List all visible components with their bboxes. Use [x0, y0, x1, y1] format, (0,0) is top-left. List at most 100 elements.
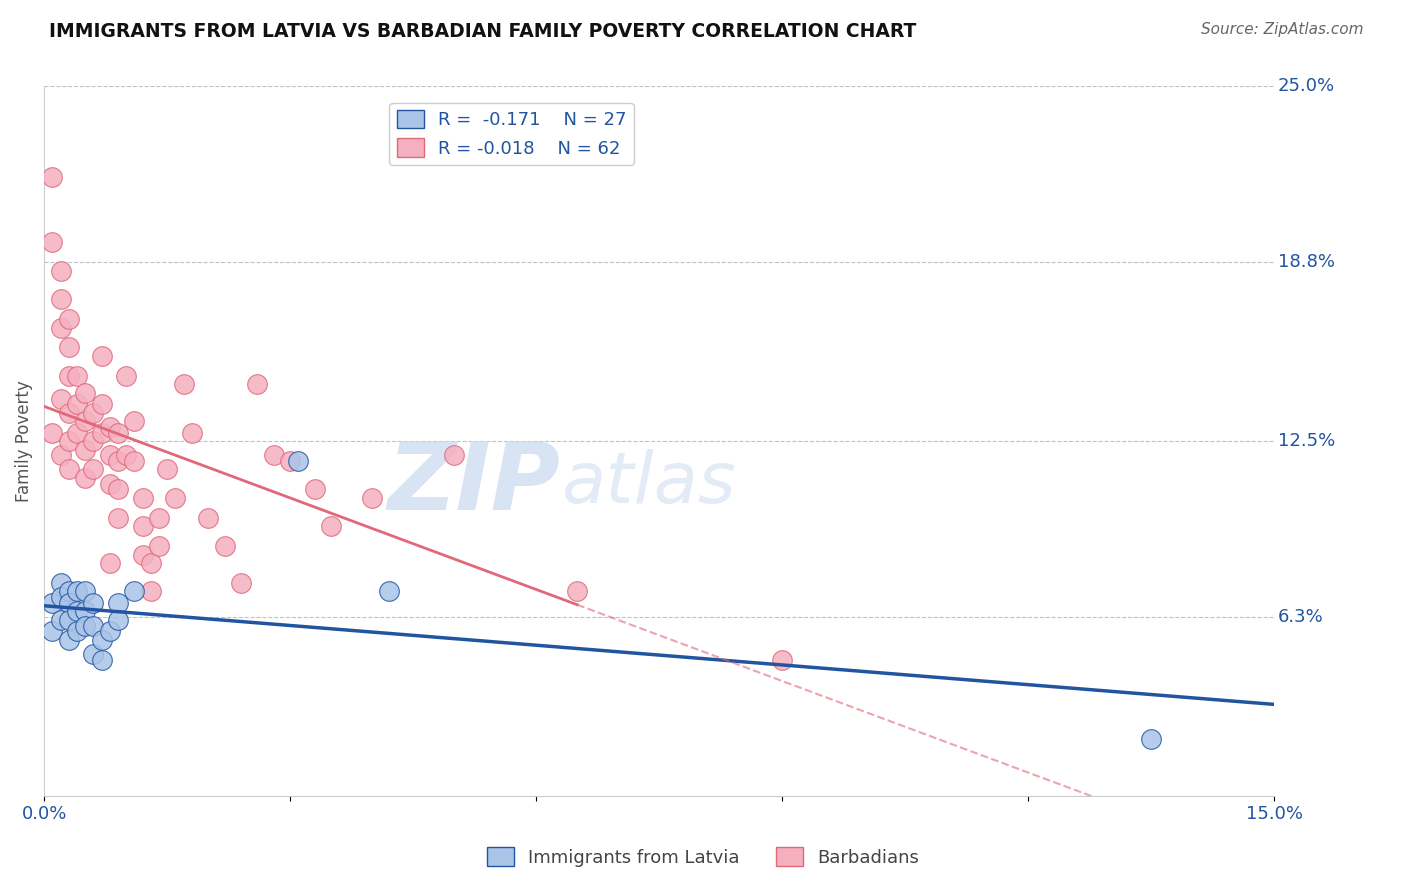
Point	[131, 548, 153, 562]
Point	[90, 349, 112, 363]
Point	[58, 312, 80, 326]
Point	[41, 235, 63, 250]
Point	[156, 462, 179, 476]
Point	[75, 442, 97, 457]
Text: 25.0%: 25.0%	[1278, 78, 1336, 95]
Text: 6.3%: 6.3%	[1278, 608, 1323, 626]
Point	[49, 590, 72, 604]
Point	[82, 596, 104, 610]
Point	[107, 613, 129, 627]
Point	[75, 618, 97, 632]
Point	[98, 448, 121, 462]
Point	[115, 368, 138, 383]
Point	[41, 170, 63, 185]
Point	[82, 406, 104, 420]
Point	[90, 652, 112, 666]
Point	[66, 624, 89, 639]
Text: Source: ZipAtlas.com: Source: ZipAtlas.com	[1201, 22, 1364, 37]
Point	[49, 576, 72, 591]
Point	[82, 462, 104, 476]
Point	[75, 584, 97, 599]
Point	[107, 596, 129, 610]
Point	[58, 584, 80, 599]
Point	[66, 425, 89, 440]
Point	[75, 414, 97, 428]
Point	[82, 434, 104, 449]
Point	[75, 471, 97, 485]
Point	[58, 406, 80, 420]
Legend: Immigrants from Latvia, Barbadians: Immigrants from Latvia, Barbadians	[479, 840, 927, 874]
Point	[124, 454, 146, 468]
Point	[90, 632, 112, 647]
Point	[66, 584, 89, 599]
Legend: R =  -0.171    N = 27, R = -0.018    N = 62: R = -0.171 N = 27, R = -0.018 N = 62	[389, 103, 634, 165]
Point	[131, 491, 153, 505]
Point	[148, 539, 170, 553]
Text: IMMIGRANTS FROM LATVIA VS BARBADIAN FAMILY POVERTY CORRELATION CHART: IMMIGRANTS FROM LATVIA VS BARBADIAN FAMI…	[49, 22, 917, 41]
Text: ZIP: ZIP	[388, 438, 561, 530]
Point	[66, 368, 89, 383]
Point	[197, 510, 219, 524]
Point	[1140, 731, 1163, 746]
Point	[58, 462, 80, 476]
Point	[124, 414, 146, 428]
Point	[148, 510, 170, 524]
Point	[98, 476, 121, 491]
Point	[98, 556, 121, 570]
Point	[58, 596, 80, 610]
Point	[770, 652, 793, 666]
Point	[58, 341, 80, 355]
Point	[139, 556, 162, 570]
Point	[361, 491, 384, 505]
Point	[139, 584, 162, 599]
Point	[49, 292, 72, 306]
Point	[443, 448, 465, 462]
Point	[246, 377, 269, 392]
Point	[263, 448, 285, 462]
Point	[82, 618, 104, 632]
Point	[90, 397, 112, 411]
Point	[82, 647, 104, 661]
Point	[173, 377, 195, 392]
Point	[278, 454, 301, 468]
Point	[41, 624, 63, 639]
Point	[58, 368, 80, 383]
Point	[304, 483, 326, 497]
Point	[107, 454, 129, 468]
Point	[41, 425, 63, 440]
Text: 18.8%: 18.8%	[1278, 253, 1334, 271]
Point	[98, 624, 121, 639]
Point	[321, 519, 343, 533]
Point	[287, 454, 309, 468]
Point	[115, 448, 138, 462]
Point	[229, 576, 252, 591]
Point	[165, 491, 187, 505]
Point	[75, 385, 97, 400]
Point	[377, 584, 399, 599]
Point	[98, 420, 121, 434]
Point	[131, 519, 153, 533]
Point	[49, 448, 72, 462]
Y-axis label: Family Poverty: Family Poverty	[15, 380, 32, 502]
Point	[567, 584, 589, 599]
Point	[124, 584, 146, 599]
Point	[49, 392, 72, 406]
Point	[214, 539, 236, 553]
Point	[58, 632, 80, 647]
Text: atlas: atlas	[561, 450, 735, 518]
Point	[49, 613, 72, 627]
Point	[41, 596, 63, 610]
Point	[75, 604, 97, 618]
Point	[107, 483, 129, 497]
Point	[66, 397, 89, 411]
Point	[107, 425, 129, 440]
Point	[58, 613, 80, 627]
Text: 12.5%: 12.5%	[1278, 432, 1336, 450]
Point	[90, 425, 112, 440]
Point	[58, 434, 80, 449]
Point	[49, 264, 72, 278]
Point	[107, 510, 129, 524]
Point	[66, 604, 89, 618]
Point	[180, 425, 202, 440]
Point	[49, 320, 72, 334]
